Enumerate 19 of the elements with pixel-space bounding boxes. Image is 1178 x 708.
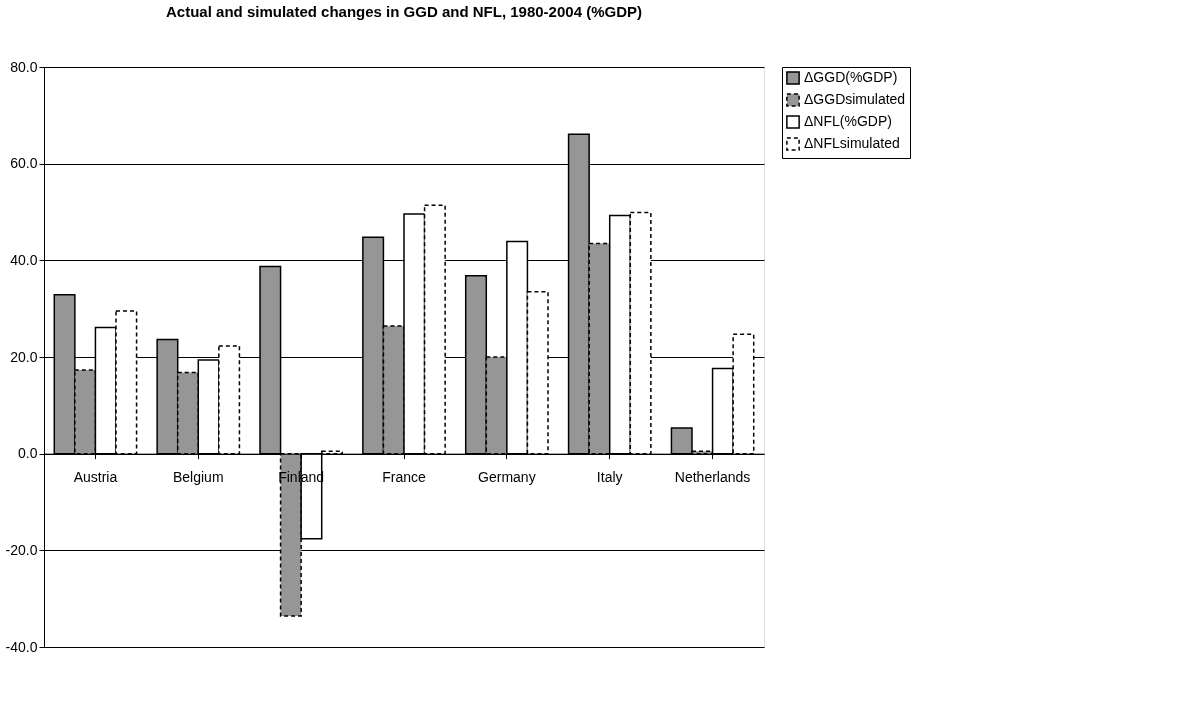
x-tick-label: Germany xyxy=(478,469,536,486)
y-tick-label: 20.0 xyxy=(10,348,38,365)
y-tick-label: 40.0 xyxy=(10,251,38,268)
y-tick-label: 0.0 xyxy=(18,445,38,462)
x-tick-label: Austria xyxy=(73,469,118,486)
y-tick-label: 80.0 xyxy=(10,58,38,75)
legend-label: ΔGGD(%GDP) xyxy=(804,69,898,85)
x-tick-label: France xyxy=(382,469,426,486)
x-tick-label: Finland xyxy=(278,469,325,486)
x-tick-label: Netherlands xyxy=(674,469,751,486)
y-tick-label: -20.0 xyxy=(5,541,38,558)
y-tick-label: -40.0 xyxy=(5,638,38,655)
legend-label: ΔGGDsimulated xyxy=(804,91,906,107)
x-tick-label: Italy xyxy=(596,469,623,486)
y-tick-label: 60.0 xyxy=(10,155,38,172)
chart-title: Actual and simulated changes in GGD and NFL, 1980-2004 (%GDP) xyxy=(166,3,642,20)
legend-label: ΔNFLsimulated xyxy=(804,135,900,151)
legend-label: ΔNFL(%GDP) xyxy=(804,113,892,129)
x-tick-label: Belgium xyxy=(172,469,224,486)
